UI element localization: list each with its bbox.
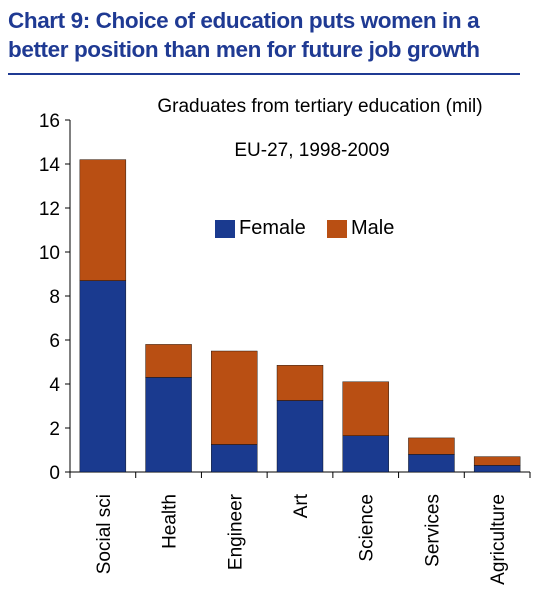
y-tick-label: 2: [49, 419, 60, 440]
x-category-label: Science: [357, 494, 378, 562]
bar-male-social-sci: [79, 159, 127, 281]
y-tick-label: 4: [49, 375, 60, 396]
bar-male-services: [408, 437, 455, 455]
x-category-label: Art: [291, 493, 312, 518]
bar-female-health: [145, 377, 192, 473]
bar-male-science: [342, 381, 389, 436]
x-category-label: Social sci: [94, 494, 115, 574]
chart-subtitle-line-1: Graduates from tertiary education (mil): [157, 96, 482, 117]
chart-subtitle-line-2: EU-27, 1998-2009: [234, 140, 389, 161]
bar-male-art: [276, 365, 324, 401]
y-tick-label: 0: [49, 463, 60, 484]
bar-male-agriculture: [473, 456, 521, 466]
x-category-label: Health: [160, 494, 181, 549]
legend-label-female: Female: [239, 217, 306, 239]
y-tick-label: 10: [39, 243, 60, 264]
x-category-label: Services: [422, 494, 443, 567]
y-tick-label: 16: [39, 111, 60, 132]
y-tick-label: 12: [39, 199, 60, 220]
legend-label-male: Male: [351, 217, 394, 239]
chart-title: Chart 9: Choice of education puts women …: [8, 8, 480, 62]
legend: Female Male: [215, 217, 394, 239]
title-underline: [8, 73, 520, 75]
bar-female-agriculture: [473, 465, 521, 473]
bar-female-science: [342, 435, 389, 473]
bar-male-engineer: [211, 350, 258, 445]
y-tick-label: 8: [49, 287, 60, 308]
x-category-label: Engineer: [225, 493, 246, 570]
y-tick-label: 6: [49, 331, 60, 352]
legend-swatch-male: [327, 220, 347, 238]
x-category-label: Agriculture: [488, 494, 509, 585]
bar-female-engineer: [211, 444, 258, 473]
bars: [79, 159, 521, 473]
bar-male-health: [145, 344, 192, 378]
bar-female-services: [408, 454, 455, 473]
labels: 0 2 4 6 8 10 12 14 16 Social sci Health Engineer Art…: [39, 111, 509, 585]
bar-female-social-sci: [79, 280, 127, 473]
y-tick-label: 14: [39, 155, 61, 176]
legend-swatch-female: [215, 220, 235, 238]
bar-female-art: [276, 400, 324, 473]
